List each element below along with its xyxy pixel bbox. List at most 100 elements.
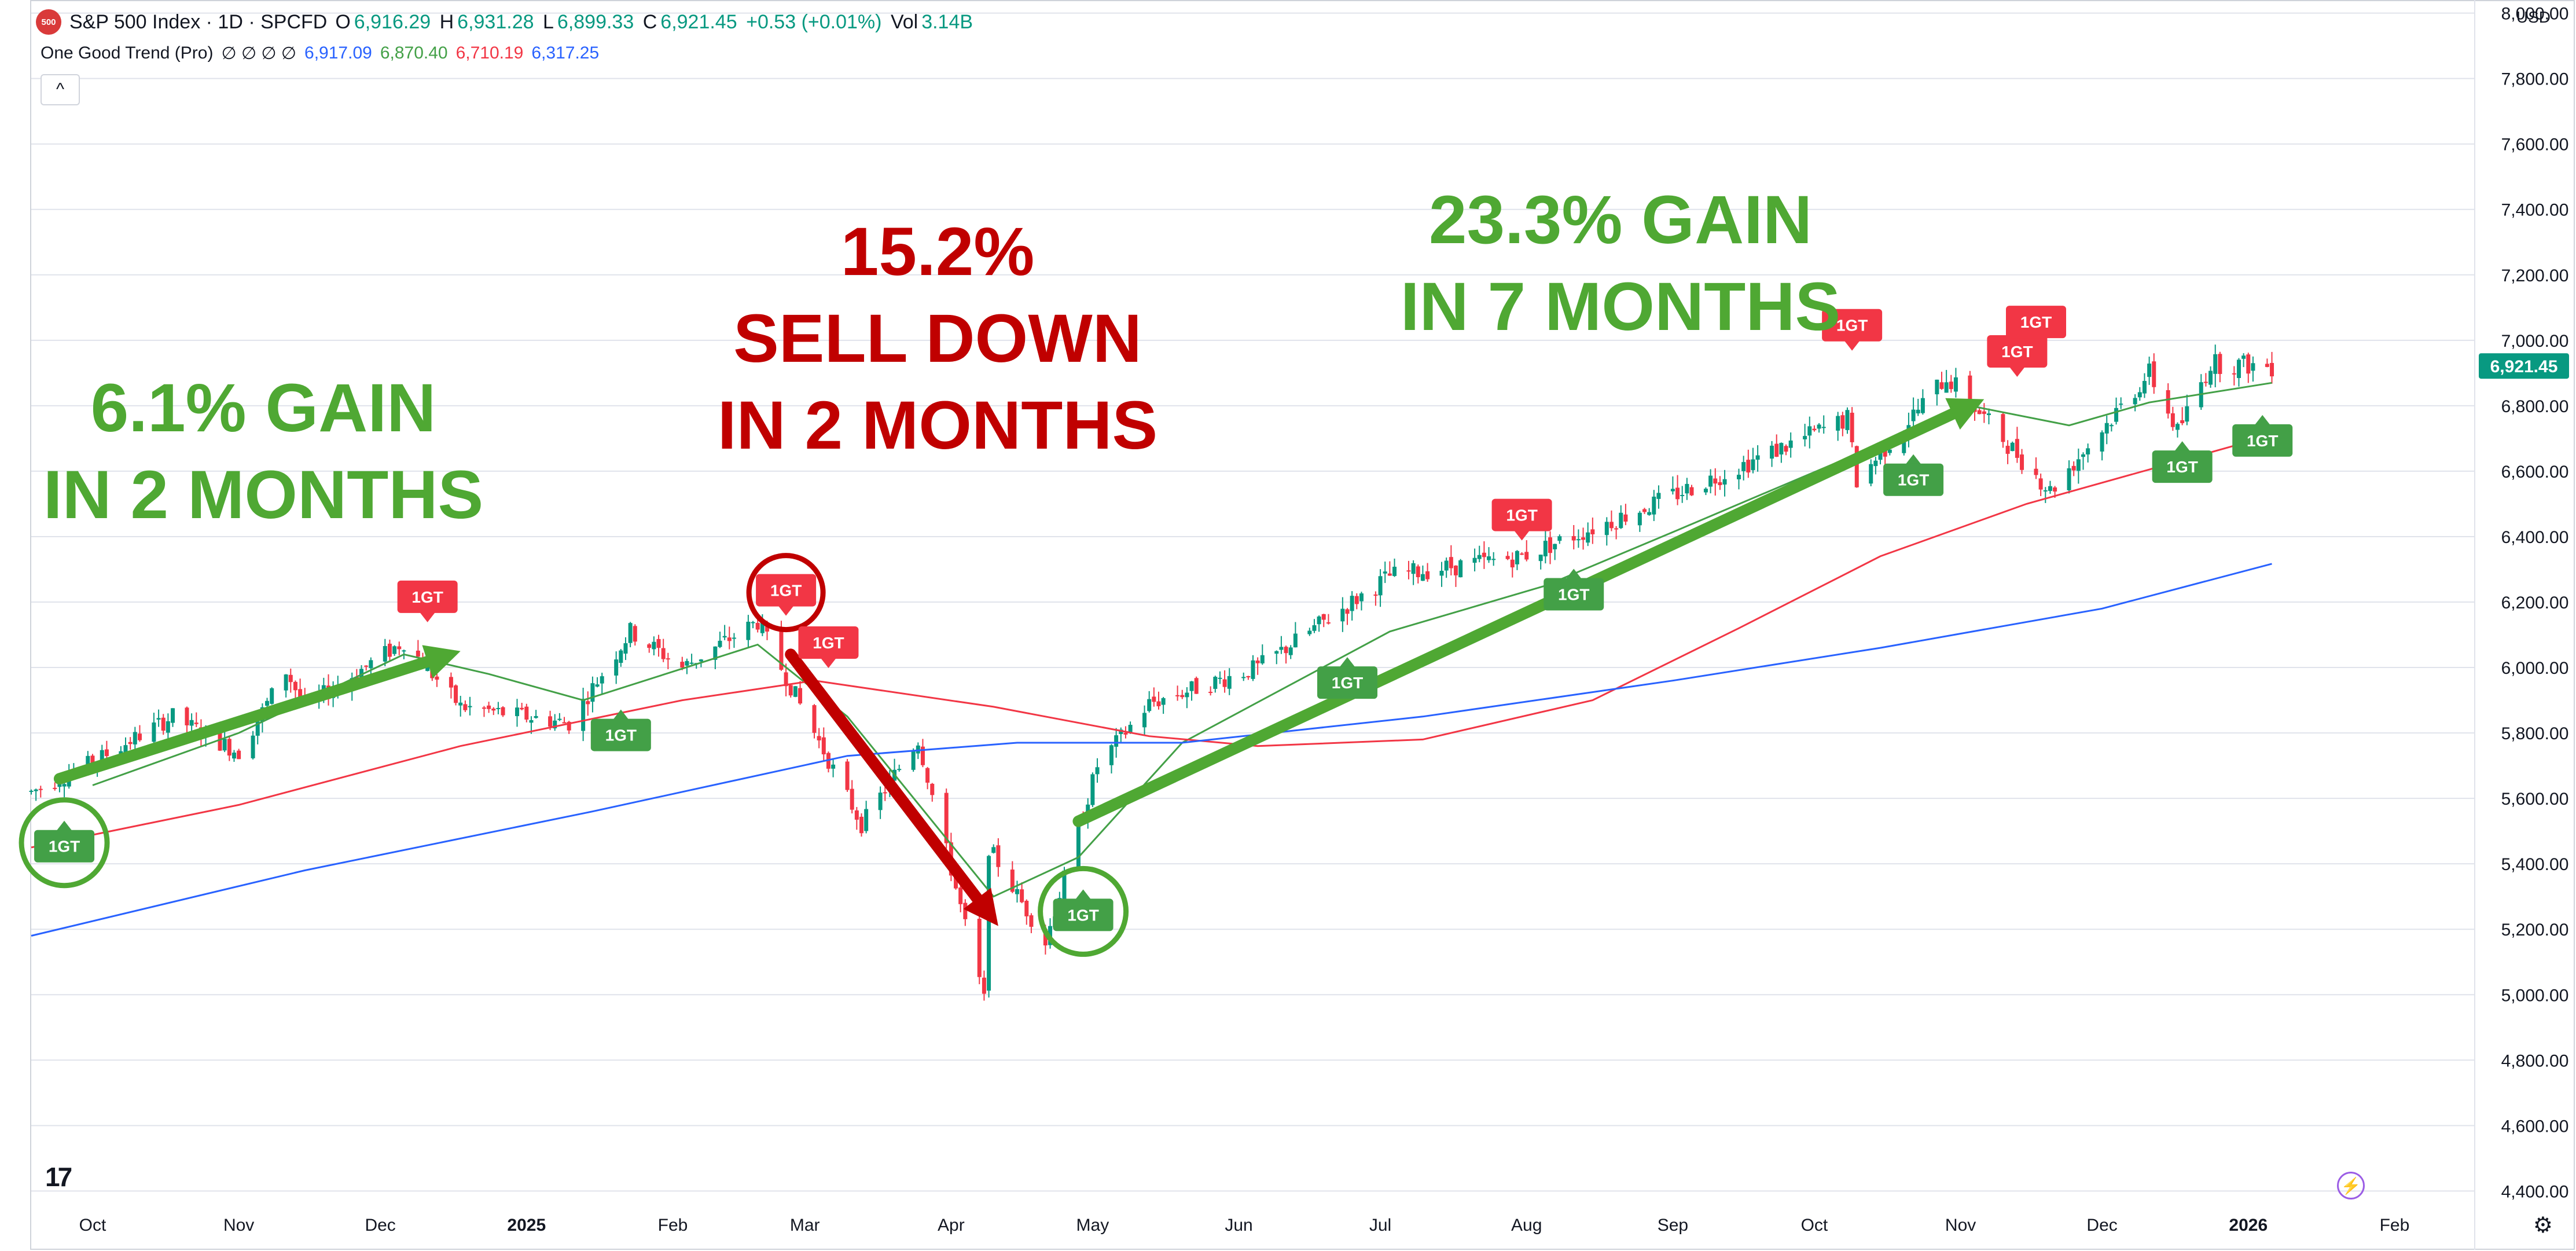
signal-pointer <box>1905 454 1922 465</box>
sell-signal-marker[interactable]: 1GT <box>746 553 826 633</box>
candle-body <box>128 742 133 744</box>
y-tick-label: 7,000.00 <box>2501 332 2569 351</box>
candle-body <box>727 637 732 641</box>
x-axis: Oct Nov Dec 2025 Feb Mar Apr May Jun Jul Aug Sep Oct… <box>79 1216 2410 1235</box>
signal-pointer <box>1339 657 1356 668</box>
candle-body <box>2166 390 2170 414</box>
candle-body <box>2236 359 2241 379</box>
candle-body <box>1222 679 1227 687</box>
signal-pointer <box>778 605 795 616</box>
candle-body <box>227 739 231 756</box>
buy-signal-marker[interactable]: 1GT <box>590 709 651 751</box>
candle-body <box>652 641 656 650</box>
candle-body <box>364 665 369 667</box>
candle-body <box>231 753 236 759</box>
candle-body <box>1109 745 1114 765</box>
candle-body <box>123 745 128 754</box>
symbol-badge[interactable]: 500 <box>36 9 61 35</box>
candle-body <box>2152 361 2156 387</box>
signal-box <box>756 574 817 607</box>
buy-signal-marker[interactable]: 1GT <box>1317 657 1378 699</box>
candle-body <box>586 701 590 705</box>
candle-body <box>883 792 887 794</box>
candle-body <box>647 644 652 648</box>
indicator-legend[interactable]: One Good Trend (Pro) ∅ ∅ ∅ ∅ 6,917.09 6,… <box>41 41 599 66</box>
buy-signal-marker[interactable]: 1GT <box>1544 568 1604 611</box>
candle-body <box>2176 424 2180 430</box>
candle-body <box>1647 512 1652 515</box>
candle-body <box>2043 490 2048 491</box>
signal-pointer <box>419 611 436 622</box>
y-tick-label: 6,000.00 <box>2501 659 2569 678</box>
candle-body <box>958 887 963 904</box>
buy-signal-marker[interactable]: 1GT <box>1038 865 1129 957</box>
gear-icon[interactable]: ⚙ <box>2533 1213 2553 1238</box>
candle-body <box>1477 555 1482 559</box>
signal-label: 1GT <box>2247 432 2278 450</box>
x-tick-label: Jun <box>1225 1216 1252 1235</box>
sell-signal-marker[interactable]: 1GT <box>798 626 859 668</box>
sell-signal-marker[interactable]: 1GT <box>397 580 458 622</box>
y-tick-label: 7,200.00 <box>2501 266 2569 285</box>
ohlc-low-key: L <box>542 10 554 33</box>
candle-body <box>1845 410 1850 430</box>
buy-signal-marker[interactable]: 1GT <box>1883 454 1944 496</box>
candle-body <box>1524 552 1529 560</box>
volume-value: 3.14B <box>921 10 973 33</box>
candle-body <box>1156 701 1161 706</box>
y-tick-label: 6,200.00 <box>2501 593 2569 612</box>
indicator-name: One Good Trend (Pro) <box>41 43 214 63</box>
candle-body <box>288 674 293 683</box>
sell-signal-marker[interactable]: 1GT <box>1491 498 1552 541</box>
candle-body <box>482 707 486 709</box>
y-tick-label: 4,800.00 <box>2501 1051 2569 1070</box>
candle-body <box>1010 870 1015 892</box>
candle-body <box>1439 571 1444 576</box>
candle-body <box>133 732 137 744</box>
ohlc-close: 6,921.45 <box>660 10 737 33</box>
candle-body <box>2005 446 2010 454</box>
candle-body <box>185 707 189 726</box>
candle-body <box>722 636 727 638</box>
candle-body <box>1406 570 1411 572</box>
lightning-icon[interactable]: ⚡ <box>2337 1172 2365 1199</box>
candle-body <box>1718 482 1722 486</box>
chart-frame <box>30 0 2575 1250</box>
buy-signal-marker[interactable]: 1GT <box>2152 441 2213 483</box>
candle-body <box>1123 732 1128 735</box>
candle-body <box>2208 370 2213 385</box>
candle-body <box>251 735 255 758</box>
ohlc-readout: O 6,916.29 H 6,931.28 L 6,899.33 C 6,921.45 … <box>335 11 976 34</box>
x-tick-label: Feb <box>2380 1216 2410 1235</box>
signal-box <box>798 626 859 659</box>
signal-pointer <box>2174 441 2191 452</box>
candle-body <box>1538 555 1543 562</box>
candle-body <box>793 686 798 697</box>
candle-body <box>1128 725 1133 732</box>
signal-label: 1GT <box>813 634 844 652</box>
candle-body <box>1510 559 1515 568</box>
buy-signal-marker[interactable]: 1GT <box>19 797 110 889</box>
candle-body <box>2109 425 2114 427</box>
buy-signal-marker[interactable]: 1GT <box>2232 414 2293 457</box>
tradingview-logo-icon[interactable]: 17 <box>45 1162 72 1192</box>
candle-body <box>1392 566 1397 576</box>
candle-body <box>666 658 670 660</box>
sell-signal-marker[interactable]: 1GT <box>1987 335 2048 377</box>
candle-body <box>1241 677 1246 678</box>
candle-body <box>2265 364 2269 367</box>
collapse-legend-button[interactable]: ^ <box>41 74 80 105</box>
y-tick-label: 7,600.00 <box>2501 135 2569 155</box>
candle-body <box>1873 460 1878 467</box>
candle-body <box>1741 462 1746 471</box>
candle-body <box>590 683 595 702</box>
sell-signal-marker[interactable]: 1GT <box>2005 306 2066 348</box>
symbol-title[interactable]: S&P 500 Index · 1D · SPCFD <box>69 10 328 33</box>
candle-body <box>991 847 996 853</box>
currency-selector[interactable]: USD <box>2516 8 2551 26</box>
signal-pointer <box>1844 340 1861 351</box>
x-tick-label: Apr <box>938 1216 965 1235</box>
sell-signal-marker[interactable]: 1GT <box>1822 309 1883 351</box>
candle-body <box>1656 493 1661 499</box>
